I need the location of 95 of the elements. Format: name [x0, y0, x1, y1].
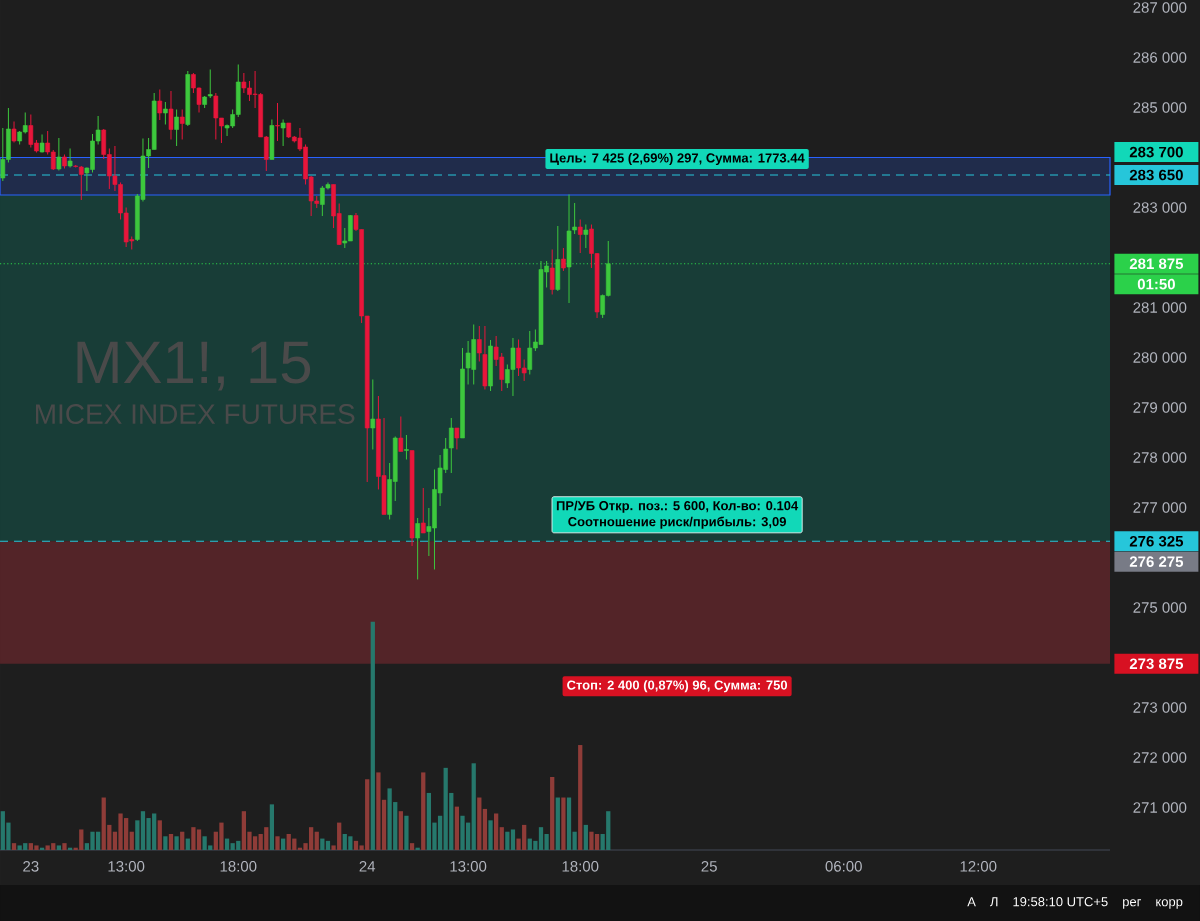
y-tick-label: 273 000: [1133, 702, 1187, 713]
bar: [488, 820, 493, 850]
candlestick: [168, 90, 174, 140]
ref-line-label: 276 325: [1129, 535, 1184, 547]
ref-line-label: 283 650: [1129, 169, 1183, 181]
candlestick: [370, 378, 376, 450]
bar: [482, 808, 488, 850]
candlestick: [404, 434, 409, 460]
bar: [583, 824, 588, 850]
bar: [505, 831, 510, 850]
y-tick-label: 280 000: [1133, 352, 1187, 363]
band-label: Цель: 7 425 (2,69%) 297, Сумма: 1773.44: [550, 152, 805, 166]
bar: [499, 827, 504, 850]
y-tick-label: 285 000: [1133, 102, 1187, 113]
text: А: [967, 897, 976, 907]
bar: [510, 829, 516, 850]
bar: [11, 843, 17, 850]
y-tick-label: 287 000: [1133, 2, 1187, 13]
bar: [320, 838, 325, 850]
candlestick: [163, 101, 168, 125]
bar: [314, 831, 319, 850]
bar: [409, 843, 415, 850]
band-label: Стоп: 2 400 (0,87%) 96, Сумма: 750: [567, 680, 788, 693]
bar: [550, 776, 555, 850]
bar: [185, 838, 190, 850]
x-tick-label: 18:00: [220, 861, 257, 872]
bar: [454, 806, 460, 850]
ref-line-label: 281 875: [1129, 258, 1184, 270]
x-tick-label: 06:00: [825, 861, 862, 872]
bar: [135, 820, 140, 850]
text: 19:58:10 UTC+5: [1013, 897, 1108, 907]
candlestick: [179, 108, 185, 140]
y-tick-label: 277 000: [1133, 502, 1187, 513]
text: корр: [1156, 899, 1183, 909]
candlestick: [174, 108, 179, 147]
candlestick: [157, 88, 163, 121]
bar: [325, 840, 331, 850]
bar: [168, 834, 174, 850]
bar: [280, 838, 286, 850]
candlestick: [56, 137, 62, 171]
candlestick: [454, 427, 460, 450]
x-tick-label: 24: [359, 861, 376, 872]
bar: [269, 804, 275, 850]
text: 283 700: [1129, 146, 1183, 158]
candlestick: [549, 248, 555, 295]
y-tick-label: 283 000: [1133, 202, 1187, 213]
candlestick: [583, 223, 589, 249]
x-tick-label: 23: [23, 861, 39, 872]
x-tick-label: 12:00: [960, 861, 997, 872]
bar: [180, 831, 185, 850]
bar: [62, 843, 67, 850]
bar: [163, 836, 168, 850]
y-tick-label: 286 000: [1133, 52, 1187, 63]
y-tick-label: 271 000: [1133, 802, 1187, 813]
bar: [224, 838, 230, 850]
bar: [275, 836, 280, 850]
candlestick: [280, 118, 286, 147]
text: 273 875: [1129, 658, 1184, 670]
bar: [56, 845, 61, 850]
x-tick-label: 25: [701, 861, 717, 872]
y-tick-label: 281 000: [1133, 302, 1187, 313]
bar: [561, 797, 566, 850]
candlestick: [420, 487, 426, 534]
candlestick: [477, 325, 482, 362]
bar: [555, 797, 560, 850]
text: 276 275: [1129, 556, 1184, 567]
candlestick: [39, 133, 45, 153]
annotation: ПР/УБ Откр. поз.: 5 600, Кол-во: 0.104: [556, 500, 799, 513]
text: Л: [990, 897, 998, 907]
bar: [404, 815, 409, 850]
text: рег: [1123, 899, 1142, 909]
x-tick-label: 13:00: [450, 861, 487, 872]
candlestick: [561, 247, 566, 272]
annotation: Соотношение риск/прибыль: 3,09: [568, 516, 786, 529]
bar: [494, 813, 499, 850]
x-tick-label: 13:00: [108, 861, 145, 872]
bar: [157, 820, 162, 850]
bar: [578, 745, 583, 850]
bar: [129, 831, 134, 850]
y-tick-label: 278 000: [1133, 452, 1187, 463]
x-tick-label: 18:00: [562, 861, 599, 872]
candlestick: [415, 517, 420, 580]
y-tick-label: 279 000: [1133, 402, 1187, 413]
candlestick: [577, 218, 583, 254]
bar: [421, 772, 426, 850]
bar: [477, 797, 482, 850]
candlestick: [275, 102, 280, 142]
text: 01:50: [1137, 278, 1175, 290]
bar: [471, 763, 476, 850]
bar: [398, 811, 403, 850]
bar: [370, 621, 375, 850]
y-tick-label: 275 000: [1133, 602, 1187, 613]
y-tick-label: 272 000: [1133, 752, 1187, 763]
candlestick: [398, 415, 404, 452]
bar: [174, 836, 179, 850]
